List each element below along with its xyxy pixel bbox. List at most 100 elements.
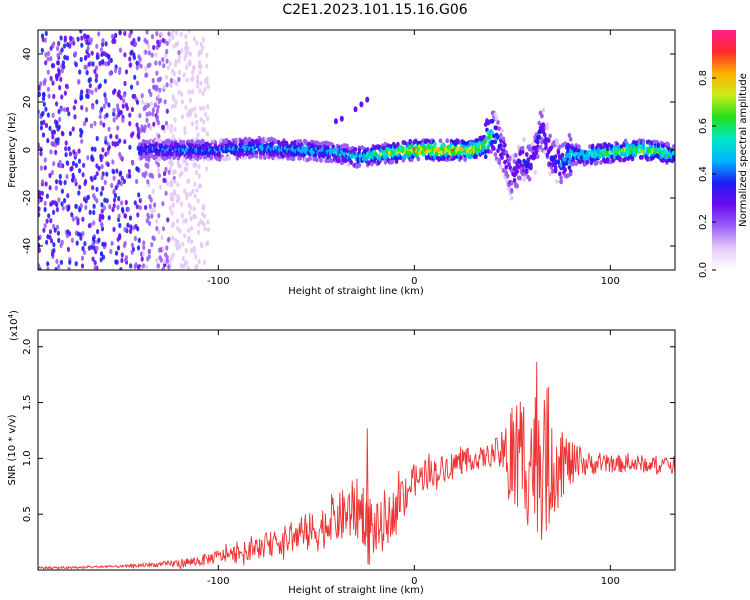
noise-cell	[206, 104, 210, 110]
noise-cell	[100, 164, 104, 170]
ridge-cell	[493, 152, 498, 157]
noise-cell	[116, 106, 120, 112]
noise-cell	[57, 71, 61, 77]
noise-cell	[42, 119, 46, 125]
noise-cell	[144, 66, 148, 72]
noise-cell	[46, 56, 50, 62]
ridge-cell	[551, 168, 555, 174]
noise-cell	[52, 209, 56, 215]
noise-cell	[205, 166, 209, 172]
ridge-cell	[588, 149, 592, 155]
noise-cell	[183, 166, 187, 172]
noise-cell	[51, 112, 55, 118]
x-tick-label: -100	[207, 576, 230, 587]
noise-cell	[95, 171, 99, 177]
ridge-cell	[640, 154, 644, 160]
noise-cell	[60, 68, 64, 74]
noise-cell	[177, 76, 181, 82]
noise-cell	[105, 112, 109, 118]
ridge-cell	[179, 139, 183, 145]
noise-cell	[149, 101, 153, 107]
noise-cell	[58, 85, 62, 91]
ridge-cell	[536, 154, 540, 160]
noise-cell	[94, 65, 99, 71]
noise-cell	[146, 63, 150, 69]
ridge-cell	[269, 136, 274, 142]
ridge-cell	[297, 142, 301, 148]
ridge-cell	[666, 142, 670, 147]
noise-cell	[169, 128, 173, 134]
noise-cell	[100, 208, 104, 214]
ridge-cell	[607, 142, 611, 148]
noise-cell	[160, 234, 164, 241]
ridge-cell	[494, 116, 499, 121]
noise-cell	[93, 265, 97, 270]
noise-cell	[108, 70, 112, 76]
noise-cell	[161, 266, 165, 270]
noise-cell	[145, 162, 150, 168]
noise-cell	[38, 263, 41, 269]
noise-cell	[91, 185, 95, 191]
noise-cell	[192, 213, 196, 219]
noise-cell	[164, 74, 169, 80]
noise-cell	[177, 89, 181, 96]
noise-cell	[90, 89, 94, 95]
noise-cell	[98, 114, 102, 120]
ridge-cell	[533, 154, 537, 160]
ridge-cell	[518, 175, 522, 181]
ridge-cell	[224, 137, 229, 143]
noise-cell	[52, 63, 56, 69]
noise-cell	[62, 107, 67, 113]
noise-cell	[171, 169, 175, 176]
ridge-cell	[566, 148, 570, 154]
noise-cell	[182, 72, 186, 78]
noise-cell	[201, 91, 205, 97]
ridge-cell	[577, 144, 581, 150]
ridge-cell	[540, 139, 544, 145]
ridge-cell	[619, 144, 624, 150]
noise-cell	[50, 251, 55, 257]
noise-cell	[45, 239, 49, 245]
noise-cell	[151, 188, 155, 194]
noise-cell	[109, 57, 113, 64]
noise-cell	[188, 108, 192, 114]
ridge-cell	[553, 154, 558, 160]
noise-cell	[94, 87, 98, 93]
noise-cell	[38, 206, 41, 212]
noise-cell	[151, 111, 155, 117]
noise-cell	[170, 222, 175, 229]
noise-cell	[173, 126, 177, 132]
noise-cell	[38, 91, 41, 97]
noise-cell	[123, 213, 128, 219]
noise-cell	[101, 41, 105, 48]
ridge-cell	[252, 148, 256, 154]
noise-cell	[60, 201, 64, 207]
noise-cell	[76, 36, 80, 42]
noise-cell	[113, 142, 117, 148]
noise-cell	[184, 105, 188, 111]
noise-cell	[104, 52, 108, 58]
noise-cell	[76, 220, 80, 226]
noise-cell	[41, 110, 45, 116]
snr-line-spike	[365, 428, 369, 537]
ridge-cell	[280, 153, 285, 159]
noise-cell	[133, 74, 137, 80]
noise-cell	[183, 188, 187, 194]
ridge-cell	[154, 138, 159, 143]
noise-cell	[50, 140, 54, 147]
colorbar-label: Normalized spectral amplitude	[738, 73, 749, 227]
noise-cell	[189, 247, 193, 253]
noise-cell	[102, 122, 106, 128]
noise-cell	[145, 264, 149, 270]
noise-cell	[138, 56, 142, 62]
noise-cell	[112, 111, 116, 117]
noise-cell	[84, 198, 88, 204]
ridge-cell	[357, 162, 362, 168]
noise-cell	[117, 196, 121, 202]
spectrogram-x-ticks: -100 0 100	[207, 30, 620, 287]
noise-cell	[56, 45, 60, 52]
noise-cell	[140, 93, 144, 99]
noise-cell	[111, 159, 115, 165]
noise-cell	[135, 122, 139, 128]
